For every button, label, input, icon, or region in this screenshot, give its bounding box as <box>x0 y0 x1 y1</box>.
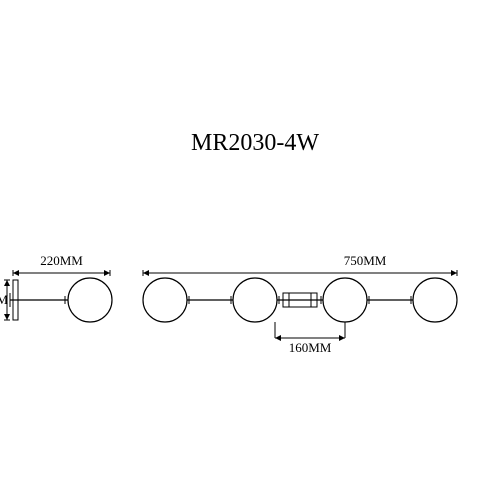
globe-icon <box>143 278 187 322</box>
globe-icon <box>68 278 112 322</box>
dim-mount-label: 160MM <box>289 340 332 355</box>
globe-icon <box>323 278 367 322</box>
front-view: 750MM 160MM <box>143 253 457 355</box>
model-title: MR2030-4W <box>191 130 319 156</box>
side-view: 220MM M <box>0 253 112 322</box>
globe-icon <box>413 278 457 322</box>
dim-height-label: M <box>0 292 8 307</box>
globe-icon <box>233 278 277 322</box>
technical-diagram: MR2030-4W 220MM M 750MM 160MM <box>0 0 500 500</box>
dim-width-label: 750MM <box>344 253 387 268</box>
dim-depth-label: 220MM <box>40 253 83 268</box>
